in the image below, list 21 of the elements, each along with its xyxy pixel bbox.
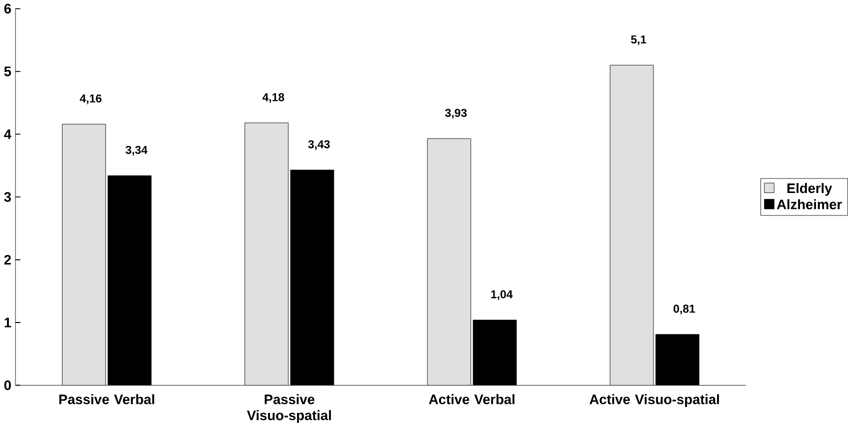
legend-label: Alzheimer [776,199,842,210]
data-label: 3,93 [445,108,467,119]
data-label: 5,1 [631,36,646,46]
data-label: 4,18 [262,93,284,104]
y-tick-label: 4 [4,130,12,140]
x-tick-label: Active Verbal [428,394,514,404]
x-tick-label: Passive Visuo-spatial [246,394,331,424]
y-tick-label: 6 [4,4,11,14]
x-tick-label: Passive Verbal [59,394,154,404]
data-label: 3,34 [126,146,148,156]
y-tick-label: 5 [4,66,12,76]
y-tick-label: 2 [4,255,11,265]
y-tick-label: 0 [4,380,11,390]
y-tick-label: 3 [4,192,11,202]
y-tick-label: 1 [4,318,12,328]
data-label: 4,16 [80,94,102,104]
data-label: 0,81 [674,304,696,315]
data-label: 1,04 [491,290,513,300]
legend-label: Elderly [787,183,832,196]
x-tick-label: Active Visuo-spatial [590,394,719,408]
data-label: 3,43 [308,140,330,150]
